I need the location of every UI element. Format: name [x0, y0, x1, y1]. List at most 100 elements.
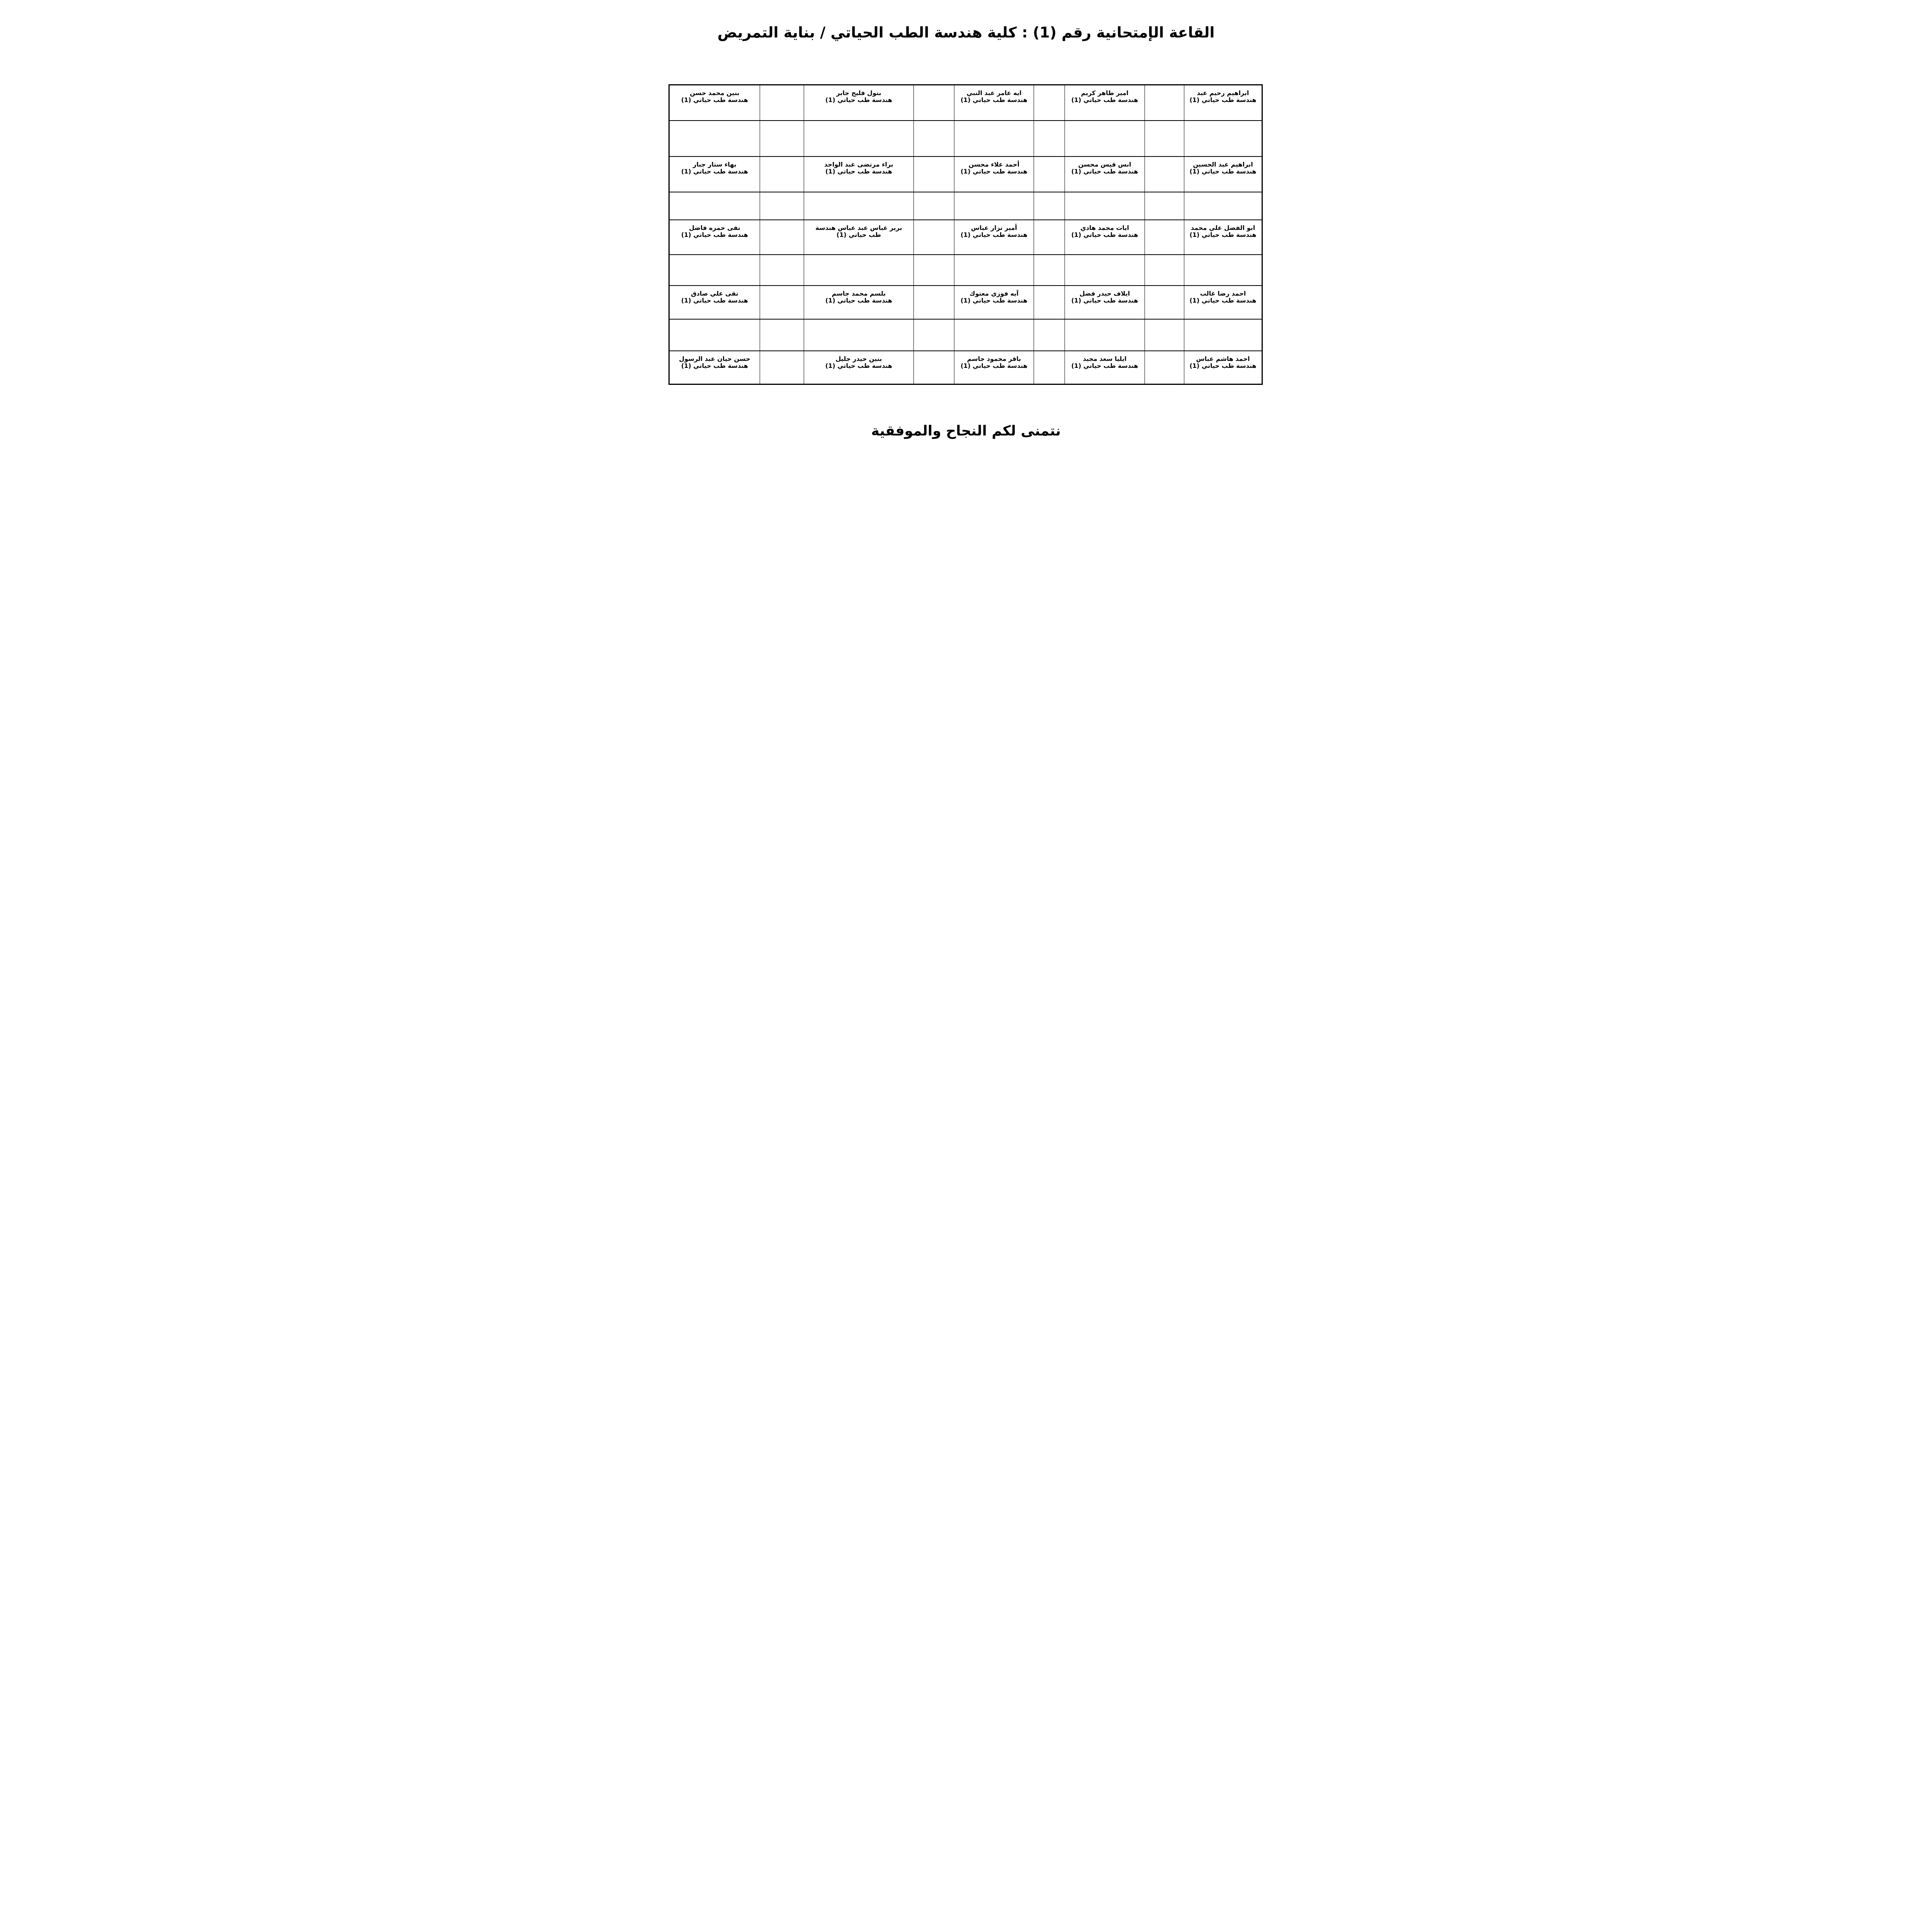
empty-cell	[954, 191, 1034, 220]
student-name: ابراهيم رحيم عبد	[1197, 89, 1249, 97]
empty-cell	[669, 191, 760, 220]
table-row: ابراهيم رحيم عبد هندسة طب حياتي (1) امير…	[669, 84, 1262, 121]
student-course: هندسة طب حياتي (1)	[960, 362, 1028, 369]
seat-cell: احمد هاشم عباس هندسة طب حياتي (1)	[1184, 350, 1262, 385]
empty-cell	[1145, 318, 1184, 351]
student-name: باقر محمود جاسم	[967, 355, 1021, 362]
student-course: هندسة طب حياتي (1)	[1071, 96, 1138, 104]
student-course: هندسة طب حياتي (1)	[681, 231, 748, 238]
student-course: هندسة طب حياتي (1)	[825, 167, 893, 175]
table-row: احمد رضا غالب هندسة طب حياتي (1) ايلاف ح…	[669, 285, 1262, 320]
seat-cell: ايه عامر عبد النبي هندسة طب حياتي (1)	[954, 84, 1034, 121]
seat-cell: بهاء ستار جبار هندسة طب حياتي (1)	[669, 156, 760, 192]
gap-row	[669, 318, 1262, 351]
student-name: حسن حيان عبد الرسول	[679, 355, 750, 362]
student-course: هندسة طب حياتي (1)	[1189, 362, 1257, 369]
empty-cell	[913, 350, 954, 385]
student-name: تقى حمزه فاضل	[689, 224, 740, 231]
student-course: هندسة طب حياتي (1)	[960, 296, 1028, 304]
empty-cell	[1034, 350, 1065, 385]
student-course: هندسة طب حياتي (1)	[825, 96, 893, 104]
student-name: بنين حيدر جليل	[835, 355, 882, 362]
empty-cell	[1065, 120, 1145, 157]
empty-cell	[1034, 191, 1065, 220]
empty-cell	[1145, 285, 1184, 320]
student-name: احمد رضا غالب	[1200, 289, 1246, 297]
empty-cell	[1145, 156, 1184, 192]
empty-cell	[913, 191, 954, 220]
student-name: ايه عامر عبد النبي	[966, 89, 1022, 97]
empty-cell	[1184, 254, 1262, 286]
seat-cell: برير عباس عبد عباس هندسة طب حياتي (1)	[804, 219, 914, 255]
student-course: هندسة طب حياتي (1)	[1071, 362, 1138, 369]
seat-cell: تقى علي صادق هندسة طب حياتي (1)	[669, 285, 760, 320]
empty-cell	[760, 84, 804, 121]
seat-cell: بنين محمد حسن هندسة طب حياتي (1)	[669, 84, 760, 121]
empty-cell	[1184, 120, 1262, 157]
gap-row	[669, 254, 1262, 286]
seat-cell: ايات محمد هادي هندسة طب حياتي (1)	[1065, 219, 1145, 255]
student-course: هندسة طب حياتي (1)	[1189, 167, 1257, 175]
student-name: آيه فوزي معتوك	[969, 289, 1019, 297]
student-name: برير عباس عبد عباس هندسة	[815, 224, 902, 231]
empty-cell	[669, 254, 760, 286]
empty-cell	[1145, 120, 1184, 157]
student-course: هندسة طب حياتي (1)	[681, 362, 748, 369]
empty-cell	[1034, 285, 1065, 320]
seat-cell: ابراهيم رحيم عبد هندسة طب حياتي (1)	[1184, 84, 1262, 121]
gap-row	[669, 191, 1262, 220]
empty-cell	[913, 120, 954, 157]
seat-cell: حسن حيان عبد الرسول هندسة طب حياتي (1)	[669, 350, 760, 385]
empty-cell	[1034, 318, 1065, 351]
table-row: احمد هاشم عباس هندسة طب حياتي (1) ايليا …	[669, 350, 1262, 385]
student-name: ابراهيم عبد الحسين	[1193, 160, 1253, 168]
student-course: هندسة طب حياتي (1)	[1189, 96, 1257, 104]
empty-cell	[1184, 191, 1262, 220]
seat-cell: أحمد علاء محسن هندسة طب حياتي (1)	[954, 156, 1034, 192]
seat-cell: ابو الفضل علي محمد هندسة طب حياتي (1)	[1184, 219, 1262, 255]
student-course: هندسة طب حياتي (1)	[960, 96, 1028, 104]
student-course: هندسة طب حياتي (1)	[1071, 231, 1138, 238]
empty-cell	[760, 219, 804, 255]
student-course: هندسة طب حياتي (1)	[1071, 296, 1138, 304]
empty-cell	[804, 254, 914, 286]
student-name: أمير نزار عباس	[971, 224, 1017, 231]
seat-cell: بنين حيدر جليل هندسة طب حياتي (1)	[804, 350, 914, 385]
empty-cell	[1034, 156, 1065, 192]
seat-cell: بلسم محمد جاسم هندسة طب حياتي (1)	[804, 285, 914, 320]
empty-cell	[804, 120, 914, 157]
empty-cell	[913, 285, 954, 320]
student-course: هندسة طب حياتي (1)	[681, 96, 748, 104]
table-row: ابو الفضل علي محمد هندسة طب حياتي (1) اي…	[669, 219, 1262, 255]
seat-cell: انس قيس محسن هندسة طب حياتي (1)	[1065, 156, 1145, 192]
empty-cell	[913, 318, 954, 351]
seat-cell: آيه فوزي معتوك هندسة طب حياتي (1)	[954, 285, 1034, 320]
empty-cell	[954, 254, 1034, 286]
empty-cell	[760, 285, 804, 320]
student-name: بلسم محمد جاسم	[832, 289, 886, 297]
seat-cell: امير طاهر كريم هندسة طب حياتي (1)	[1065, 84, 1145, 121]
seat-cell: احمد رضا غالب هندسة طب حياتي (1)	[1184, 285, 1262, 320]
student-course: هندسة طب حياتي (1)	[825, 296, 893, 304]
empty-cell	[1145, 191, 1184, 220]
student-name: ايليا سعد مجيد	[1083, 355, 1127, 362]
seat-cell: براء مرتضى عبد الواحد هندسة طب حياتي (1)	[804, 156, 914, 192]
student-name: بتول فليح جابر	[836, 89, 881, 97]
student-name: انس قيس محسن	[1078, 160, 1131, 168]
empty-cell	[760, 318, 804, 351]
student-name: أحمد علاء محسن	[968, 160, 1020, 168]
empty-cell	[760, 350, 804, 385]
student-course: طب حياتي (1)	[836, 231, 881, 238]
student-name: براء مرتضى عبد الواحد	[824, 160, 893, 168]
empty-cell	[669, 318, 760, 351]
seat-cell: ابراهيم عبد الحسين هندسة طب حياتي (1)	[1184, 156, 1262, 192]
seat-cell: تقى حمزه فاضل هندسة طب حياتي (1)	[669, 219, 760, 255]
student-name: احمد هاشم عباس	[1196, 355, 1250, 362]
empty-cell	[913, 219, 954, 255]
empty-cell	[1145, 254, 1184, 286]
student-name: تقى علي صادق	[691, 289, 738, 297]
seat-cell: باقر محمود جاسم هندسة طب حياتي (1)	[954, 350, 1034, 385]
table-row: ابراهيم عبد الحسين هندسة طب حياتي (1) ان…	[669, 156, 1262, 192]
empty-cell	[760, 120, 804, 157]
empty-cell	[1145, 350, 1184, 385]
